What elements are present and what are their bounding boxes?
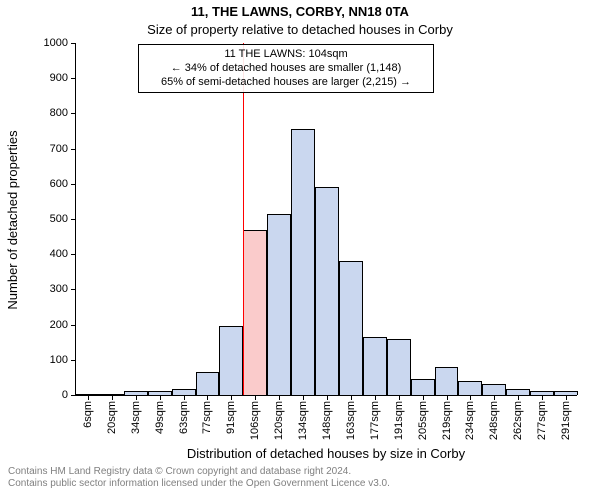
footer-line1: Contains HM Land Registry data © Crown c… (8, 466, 390, 478)
annotation-box: 11 THE LAWNS: 104sqm ← 34% of detached h… (138, 44, 434, 93)
x-tick-label: 277sqm (536, 395, 548, 440)
histogram-bar (435, 367, 459, 395)
x-tick-label: 219sqm (441, 395, 453, 440)
x-tick-label: 77sqm (201, 395, 213, 434)
x-tick-label: 20sqm (106, 395, 118, 434)
x-tick-label: 134sqm (297, 395, 309, 440)
y-tick-label: 500 (50, 213, 76, 225)
footer-line2: Contains public sector information licen… (8, 478, 390, 490)
title-sub: Size of property relative to detached ho… (0, 22, 600, 37)
histogram-bar (363, 337, 387, 395)
x-tick-label: 291sqm (560, 395, 572, 440)
y-tick-label: 100 (50, 354, 76, 366)
x-axis-label: Distribution of detached houses by size … (75, 446, 577, 461)
plot-region: 010020030040050060070080090010006sqm20sq… (75, 44, 577, 396)
x-tick-label: 248sqm (488, 395, 500, 440)
y-axis-label: Number of detached properties (5, 130, 20, 309)
annotation-line2: ← 34% of detached houses are smaller (1,… (147, 62, 425, 76)
x-tick-label: 163sqm (345, 395, 357, 440)
x-tick-label: 34sqm (130, 395, 142, 434)
y-tick-label: 200 (50, 319, 76, 331)
property-marker-line (243, 43, 244, 395)
x-tick-label: 148sqm (321, 395, 333, 440)
y-tick-label: 700 (50, 143, 76, 155)
y-tick-label: 300 (50, 283, 76, 295)
histogram-bar (482, 384, 506, 395)
x-tick-label: 91sqm (225, 395, 237, 434)
y-tick-label: 600 (50, 178, 76, 190)
y-tick-label: 800 (50, 107, 76, 119)
y-tick-label: 400 (50, 248, 76, 260)
y-tick-label: 0 (62, 389, 76, 401)
x-tick-label: 106sqm (249, 395, 261, 440)
histogram-bar (339, 261, 363, 395)
x-tick-label: 6sqm (82, 395, 94, 428)
histogram-bar (267, 214, 291, 395)
y-tick-label: 900 (50, 72, 76, 84)
x-tick-label: 120sqm (273, 395, 285, 440)
histogram-bar (291, 129, 315, 395)
chart-container: 11, THE LAWNS, CORBY, NN18 0TA Size of p… (0, 0, 600, 500)
histogram-bar (196, 372, 220, 395)
histogram-bar (315, 187, 339, 395)
footer-attribution: Contains HM Land Registry data © Crown c… (8, 466, 390, 490)
histogram-bar (387, 339, 411, 395)
x-tick-label: 63sqm (178, 395, 190, 434)
annotation-line1: 11 THE LAWNS: 104sqm (147, 48, 425, 62)
histogram-bar (411, 379, 435, 395)
x-tick-label: 205sqm (417, 395, 429, 440)
annotation-line3: 65% of semi-detached houses are larger (… (147, 76, 425, 90)
histogram-bar (243, 230, 267, 395)
title-main: 11, THE LAWNS, CORBY, NN18 0TA (0, 4, 600, 19)
y-tick-label: 1000 (44, 37, 76, 49)
x-tick-label: 234sqm (464, 395, 476, 440)
x-tick-label: 177sqm (369, 395, 381, 440)
histogram-bar (219, 326, 243, 395)
x-tick-label: 191sqm (393, 395, 405, 440)
x-tick-label: 49sqm (154, 395, 166, 434)
histogram-bar (458, 381, 482, 395)
x-tick-label: 262sqm (512, 395, 524, 440)
